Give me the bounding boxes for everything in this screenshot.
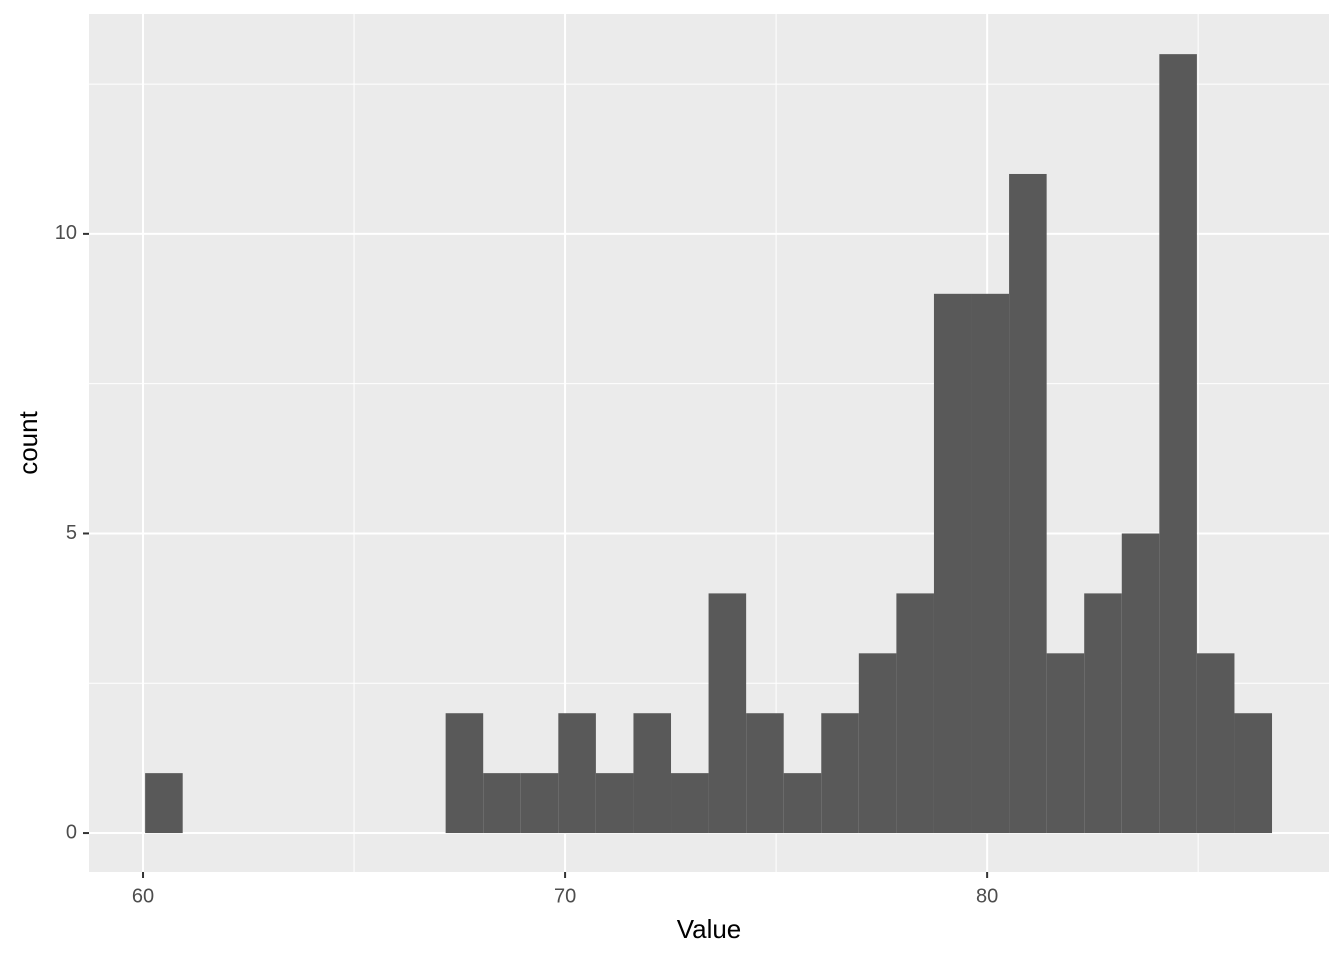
bar — [1121, 533, 1160, 834]
bar — [783, 773, 822, 834]
bar — [671, 773, 709, 834]
bar — [1084, 593, 1122, 834]
bar — [633, 713, 672, 834]
bar — [896, 593, 934, 834]
bar — [1159, 54, 1197, 834]
bar — [445, 713, 484, 834]
bar — [821, 713, 859, 834]
bar — [933, 293, 972, 834]
bar — [1046, 653, 1085, 834]
y-tick-label: 10 — [55, 222, 77, 244]
bar — [1234, 713, 1273, 834]
bar — [483, 773, 521, 834]
bar — [1009, 173, 1047, 834]
bar — [558, 713, 596, 834]
bar — [708, 593, 747, 834]
x-axis-title: Value — [677, 914, 742, 944]
bar — [595, 773, 634, 834]
y-tick-label: 0 — [66, 821, 77, 843]
bar — [145, 773, 183, 834]
x-tick-label: 70 — [554, 885, 576, 907]
bar — [746, 713, 784, 834]
y-axis-title: count — [13, 410, 43, 474]
bar — [971, 293, 1010, 834]
bar — [1196, 653, 1235, 834]
x-tick-label: 60 — [132, 885, 154, 907]
x-tick-label: 80 — [976, 885, 998, 907]
bar — [520, 773, 559, 834]
y-tick-label: 5 — [66, 522, 77, 544]
bar — [858, 653, 897, 834]
